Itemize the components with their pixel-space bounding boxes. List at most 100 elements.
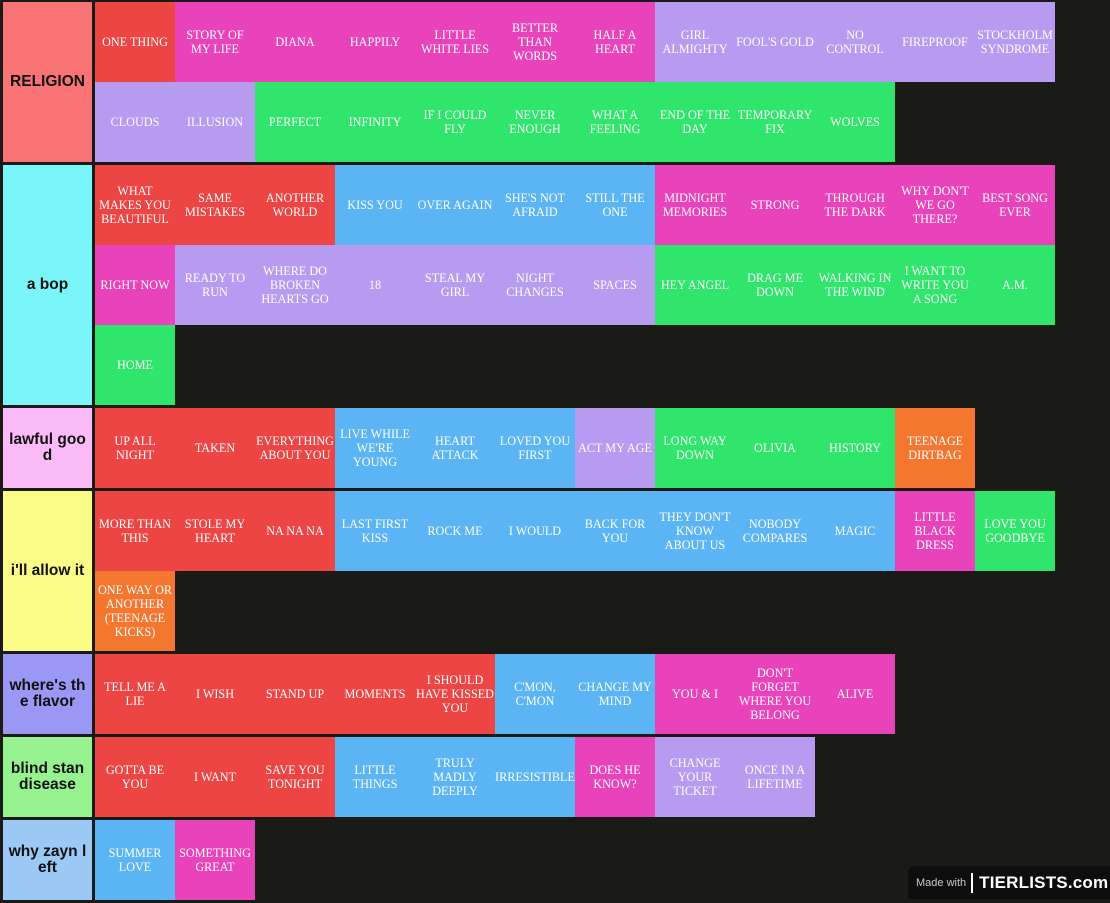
song-item[interactable]: THEY DON'T KNOW ABOUT US (655, 491, 735, 571)
song-item[interactable]: LOVE YOU GOODBYE (975, 491, 1055, 571)
made-with-watermark[interactable]: Made with TIERLISTS.com (908, 866, 1110, 899)
song-item[interactable]: KISS YOU (335, 165, 415, 245)
song-item[interactable]: IRRESISTIBLE (495, 737, 575, 817)
tier-label[interactable]: where's the flavor (3, 654, 95, 734)
song-item[interactable]: CLOUDS (95, 82, 175, 162)
song-item[interactable]: ALIVE (815, 654, 895, 734)
song-item[interactable]: SUMMER LOVE (95, 820, 175, 900)
song-item[interactable]: LOVED YOU FIRST (495, 408, 575, 488)
tier-items[interactable]: MORE THAN THIS STOLE MY HEART NA NA NA LAST… (95, 491, 1110, 651)
song-item[interactable]: ONCE IN A LIFETIME (735, 737, 815, 817)
song-item[interactable]: NEVER ENOUGH (495, 82, 575, 162)
song-item[interactable]: SHE'S NOT AFRAID (495, 165, 575, 245)
song-item[interactable]: ANOTHER WORLD (255, 165, 335, 245)
song-item[interactable]: DON'T FORGET WHERE YOU BELONG (735, 654, 815, 734)
song-item[interactable]: LITTLE BLACK DRESS (895, 491, 975, 571)
song-item[interactable]: TEENAGE DIRTBAG (895, 408, 975, 488)
tier-label[interactable]: RELIGION (3, 2, 95, 162)
song-item[interactable]: NIGHT CHANGES (495, 245, 575, 325)
song-item[interactable]: READY TO RUN (175, 245, 255, 325)
song-item[interactable]: WHAT A FEELING (575, 82, 655, 162)
song-item[interactable]: NOBODY COMPARES (735, 491, 815, 571)
song-item[interactable]: FIREPROOF (895, 2, 975, 82)
song-item[interactable]: NO CONTROL (815, 2, 895, 82)
song-item[interactable]: GIRL ALMIGHTY (655, 2, 735, 82)
song-item[interactable]: A.M. (975, 245, 1055, 325)
song-item[interactable]: ILLUSION (175, 82, 255, 162)
song-item[interactable]: HOME (95, 325, 175, 405)
song-item[interactable]: HEY ANGEL (655, 245, 735, 325)
song-item[interactable]: 18 (335, 245, 415, 325)
tier-label[interactable]: lawful good (3, 408, 95, 488)
song-item[interactable]: TAKEN (175, 408, 255, 488)
song-item[interactable]: MOMENTS (335, 654, 415, 734)
tier-label[interactable]: i'll allow it (3, 491, 95, 651)
song-item[interactable]: BETTER THAN WORDS (495, 2, 575, 82)
tier-items[interactable]: ONE THING STORY OF MY LIFE DIANA HAPPILY LIT… (95, 2, 1110, 162)
tier-label[interactable]: why zayn left (3, 820, 95, 900)
tier-label[interactable]: blind stan disease (3, 737, 95, 817)
song-item[interactable]: DIANA (255, 2, 335, 82)
song-item[interactable]: WOLVES (815, 82, 895, 162)
song-item[interactable]: WHERE DO BROKEN HEARTS GO (255, 245, 335, 325)
tier-items[interactable]: GOTTA BE YOU I WANT SAVE YOU TONIGHT LITTLE… (95, 737, 1110, 817)
song-item[interactable]: SOMETHING GREAT (175, 820, 255, 900)
tier-items[interactable]: TELL ME A LIE I WISH STAND UP MOMENTS I SHOU… (95, 654, 1110, 734)
tier-label[interactable]: a bop (3, 165, 95, 405)
song-item[interactable]: HISTORY (815, 408, 895, 488)
song-item[interactable]: THROUGH THE DARK (815, 165, 895, 245)
song-item[interactable]: WHAT MAKES YOU BEAUTIFUL (95, 165, 175, 245)
song-item[interactable]: STOCKHOLM SYNDROME (975, 2, 1055, 82)
song-item[interactable]: ACT MY AGE (575, 408, 655, 488)
song-item[interactable]: WHY DON'T WE GO THERE? (895, 165, 975, 245)
song-item[interactable]: ROCK ME (415, 491, 495, 571)
song-item[interactable]: FOOL'S GOLD (735, 2, 815, 82)
song-item[interactable]: LITTLE WHITE LIES (415, 2, 495, 82)
song-item[interactable]: BACK FOR YOU (575, 491, 655, 571)
song-item[interactable]: CHANGE YOUR TICKET (655, 737, 735, 817)
song-item[interactable]: LAST FIRST KISS (335, 491, 415, 571)
song-item[interactable]: OVER AGAIN (415, 165, 495, 245)
song-item[interactable]: TEMPORARY FIX (735, 82, 815, 162)
song-item[interactable]: EVERYTHING ABOUT YOU (255, 408, 335, 488)
song-item[interactable]: HALF A HEART (575, 2, 655, 82)
song-item[interactable]: I WANT (175, 737, 255, 817)
song-item[interactable]: INFINITY (335, 82, 415, 162)
song-item[interactable]: MAGIC (815, 491, 895, 571)
song-item[interactable]: BEST SONG EVER (975, 165, 1055, 245)
song-item[interactable]: UP ALL NIGHT (95, 408, 175, 488)
song-item[interactable]: OLIVIA (735, 408, 815, 488)
song-item[interactable]: WALKING IN THE WIND (815, 245, 895, 325)
song-item[interactable]: LIVE WHILE WE'RE YOUNG (335, 408, 415, 488)
song-item[interactable]: LONG WAY DOWN (655, 408, 735, 488)
song-item[interactable]: DOES HE KNOW? (575, 737, 655, 817)
song-item[interactable]: STRONG (735, 165, 815, 245)
song-item[interactable]: STORY OF MY LIFE (175, 2, 255, 82)
song-item[interactable]: I SHOULD HAVE KISSED YOU (415, 654, 495, 734)
song-item[interactable]: I WISH (175, 654, 255, 734)
song-item[interactable]: STOLE MY HEART (175, 491, 255, 571)
song-item[interactable]: I WANT TO WRITE YOU A SONG (895, 245, 975, 325)
song-item[interactable]: ONE THING (95, 2, 175, 82)
song-item[interactable]: TELL ME A LIE (95, 654, 175, 734)
song-item[interactable]: END OF THE DAY (655, 82, 735, 162)
song-item[interactable]: MORE THAN THIS (95, 491, 175, 571)
song-item[interactable]: C'MON, C'MON (495, 654, 575, 734)
song-item[interactable]: NA NA NA (255, 491, 335, 571)
song-item[interactable]: RIGHT NOW (95, 245, 175, 325)
song-item[interactable]: MIDNIGHT MEMORIES (655, 165, 735, 245)
song-item[interactable]: SPACES (575, 245, 655, 325)
song-item[interactable]: CHANGE MY MIND (575, 654, 655, 734)
song-item[interactable]: HAPPILY (335, 2, 415, 82)
song-item[interactable]: STILL THE ONE (575, 165, 655, 245)
song-item[interactable]: YOU & I (655, 654, 735, 734)
song-item[interactable]: DRAG ME DOWN (735, 245, 815, 325)
song-item[interactable]: IF I COULD FLY (415, 82, 495, 162)
song-item[interactable]: LITTLE THINGS (335, 737, 415, 817)
song-item[interactable]: TRULY MADLY DEEPLY (415, 737, 495, 817)
song-item[interactable]: PERFECT (255, 82, 335, 162)
song-item[interactable]: I WOULD (495, 491, 575, 571)
song-item[interactable]: SAVE YOU TONIGHT (255, 737, 335, 817)
song-item[interactable]: GOTTA BE YOU (95, 737, 175, 817)
song-item[interactable]: SAME MISTAKES (175, 165, 255, 245)
